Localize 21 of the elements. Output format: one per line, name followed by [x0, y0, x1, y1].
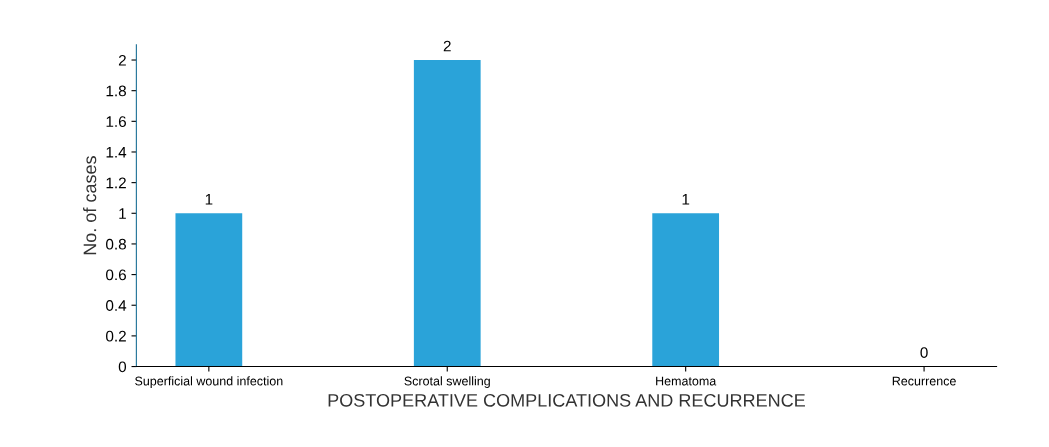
x-tick-label: Hematoma [656, 376, 717, 386]
y-tick-label: 0 [118, 361, 127, 373]
x-tick-label: Recurrence [892, 376, 956, 386]
y-tick-label: 0.8 [106, 238, 126, 250]
y-tick-label: 1.6 [106, 116, 126, 128]
data-label: 0 [920, 347, 928, 358]
y-axis-title: No. of cases [83, 156, 97, 255]
x-tick-label: Superficial wound infection [135, 376, 283, 388]
y-tick-label: 0.6 [106, 269, 126, 281]
y-tick-label: 2 [118, 54, 126, 66]
data-label: 2 [443, 40, 451, 52]
y-tick-label: 1.4 [106, 147, 127, 158]
y-tick-label: 1 [119, 208, 126, 219]
y-tick-label: 1.8 [106, 85, 126, 97]
x-axis-title: POSTOPERATIVE COMPLICATIONS AND RECURRENCE [328, 393, 805, 407]
data-label: 1 [205, 194, 213, 205]
y-tick-label: 0.4 [106, 300, 127, 311]
y-tick-label: 1.2 [106, 177, 126, 189]
x-tick-label: Scrotal swelling [404, 376, 490, 388]
data-label: 1 [682, 194, 690, 205]
y-tick-label: 0.2 [106, 330, 126, 342]
